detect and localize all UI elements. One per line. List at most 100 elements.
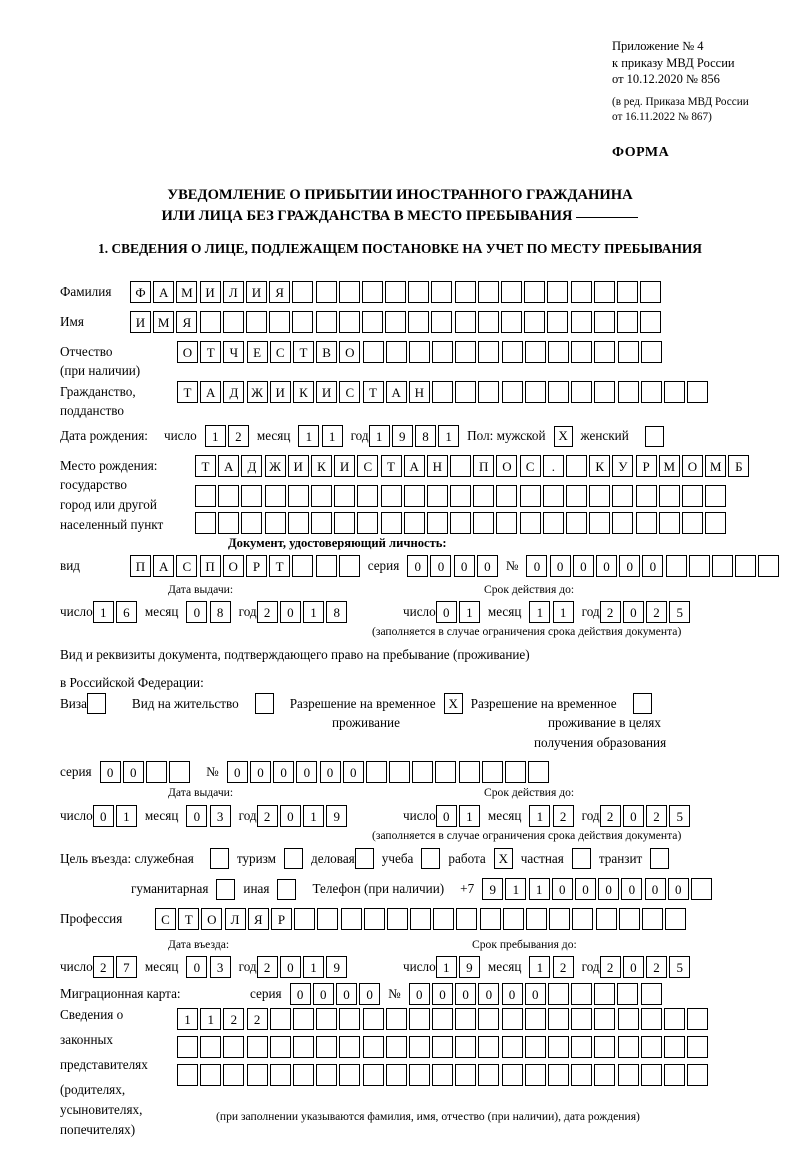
char-box[interactable]: И: [316, 381, 338, 403]
legal-rep-input-2[interactable]: [177, 1036, 709, 1058]
char-box[interactable]: 0: [99, 761, 121, 783]
char-box[interactable]: О: [681, 455, 703, 477]
char-box[interactable]: [264, 512, 286, 534]
char-box[interactable]: 2: [552, 805, 574, 827]
char-box[interactable]: [408, 1036, 430, 1058]
char-box[interactable]: С: [357, 455, 379, 477]
char-box[interactable]: Т: [269, 555, 291, 577]
char-box[interactable]: 1: [368, 425, 390, 447]
purpose-private-checkbox[interactable]: [571, 848, 591, 869]
char-box[interactable]: 9: [326, 956, 348, 978]
purpose-business-checkbox[interactable]: [354, 848, 374, 869]
char-box[interactable]: [589, 512, 611, 534]
char-box[interactable]: 0: [622, 805, 644, 827]
char-box[interactable]: А: [385, 381, 407, 403]
char-box[interactable]: [735, 555, 757, 577]
char-box[interactable]: [338, 311, 360, 333]
char-box[interactable]: [658, 485, 680, 507]
char-box[interactable]: Т: [195, 455, 216, 477]
char-box[interactable]: 9: [391, 425, 413, 447]
char-box[interactable]: 1: [204, 425, 226, 447]
char-box[interactable]: 0: [642, 555, 664, 577]
char-box[interactable]: [385, 1064, 407, 1086]
char-box[interactable]: [433, 908, 455, 930]
char-box[interactable]: И: [199, 281, 221, 303]
char-box[interactable]: [526, 908, 547, 930]
char-box[interactable]: [200, 1064, 222, 1086]
char-box[interactable]: [663, 381, 685, 403]
char-box[interactable]: 0: [430, 555, 452, 577]
birth-place-city-input[interactable]: [195, 485, 727, 507]
char-box[interactable]: [501, 341, 523, 363]
char-box[interactable]: О: [177, 341, 198, 363]
char-box[interactable]: [432, 381, 454, 403]
char-box[interactable]: [519, 485, 541, 507]
char-box[interactable]: [524, 1036, 546, 1058]
char-box[interactable]: 5: [669, 805, 691, 827]
char-box[interactable]: [542, 485, 564, 507]
char-box[interactable]: [408, 341, 430, 363]
char-box[interactable]: [640, 1064, 662, 1086]
char-box[interactable]: [432, 1064, 454, 1086]
char-box[interactable]: [380, 512, 402, 534]
char-box[interactable]: [473, 485, 495, 507]
char-box[interactable]: [501, 1036, 523, 1058]
char-box[interactable]: 2: [223, 1008, 245, 1030]
char-box[interactable]: 2: [256, 956, 278, 978]
char-box[interactable]: 1: [552, 601, 574, 623]
char-box[interactable]: .: [542, 455, 564, 477]
char-box[interactable]: [481, 761, 503, 783]
char-box[interactable]: 2: [227, 425, 249, 447]
char-box[interactable]: 1: [458, 601, 480, 623]
char-box[interactable]: [403, 485, 425, 507]
char-box[interactable]: [524, 341, 546, 363]
char-box[interactable]: [177, 1064, 198, 1086]
char-box[interactable]: Р: [635, 455, 657, 477]
char-box[interactable]: [357, 512, 379, 534]
char-box[interactable]: 0: [478, 983, 500, 1005]
char-box[interactable]: [478, 1064, 500, 1086]
char-box[interactable]: В: [316, 341, 338, 363]
char-box[interactable]: [385, 341, 407, 363]
char-box[interactable]: [287, 485, 309, 507]
char-box[interactable]: [408, 1064, 430, 1086]
char-box[interactable]: [292, 1036, 314, 1058]
char-box[interactable]: [501, 311, 522, 333]
char-box[interactable]: Ж: [246, 381, 268, 403]
char-box[interactable]: Л: [222, 281, 244, 303]
char-box[interactable]: [617, 1008, 639, 1030]
char-box[interactable]: 1: [177, 1008, 198, 1030]
char-box[interactable]: [403, 512, 425, 534]
char-box[interactable]: [456, 908, 478, 930]
char-box[interactable]: [617, 983, 639, 1005]
char-box[interactable]: [338, 281, 360, 303]
char-box[interactable]: 3: [209, 805, 231, 827]
purpose-work-checkbox[interactable]: X: [493, 848, 513, 869]
char-box[interactable]: [705, 485, 727, 507]
char-box[interactable]: [548, 1036, 569, 1058]
char-box[interactable]: [640, 341, 662, 363]
char-box[interactable]: [365, 761, 387, 783]
char-box[interactable]: [612, 485, 634, 507]
char-box[interactable]: 0: [342, 761, 364, 783]
char-box[interactable]: [385, 311, 407, 333]
char-box[interactable]: К: [310, 455, 332, 477]
char-box[interactable]: 0: [598, 878, 620, 900]
char-box[interactable]: 0: [622, 601, 644, 623]
char-box[interactable]: [455, 1064, 477, 1086]
char-box[interactable]: М: [153, 311, 175, 333]
char-box[interactable]: [408, 311, 430, 333]
char-box[interactable]: [477, 311, 499, 333]
